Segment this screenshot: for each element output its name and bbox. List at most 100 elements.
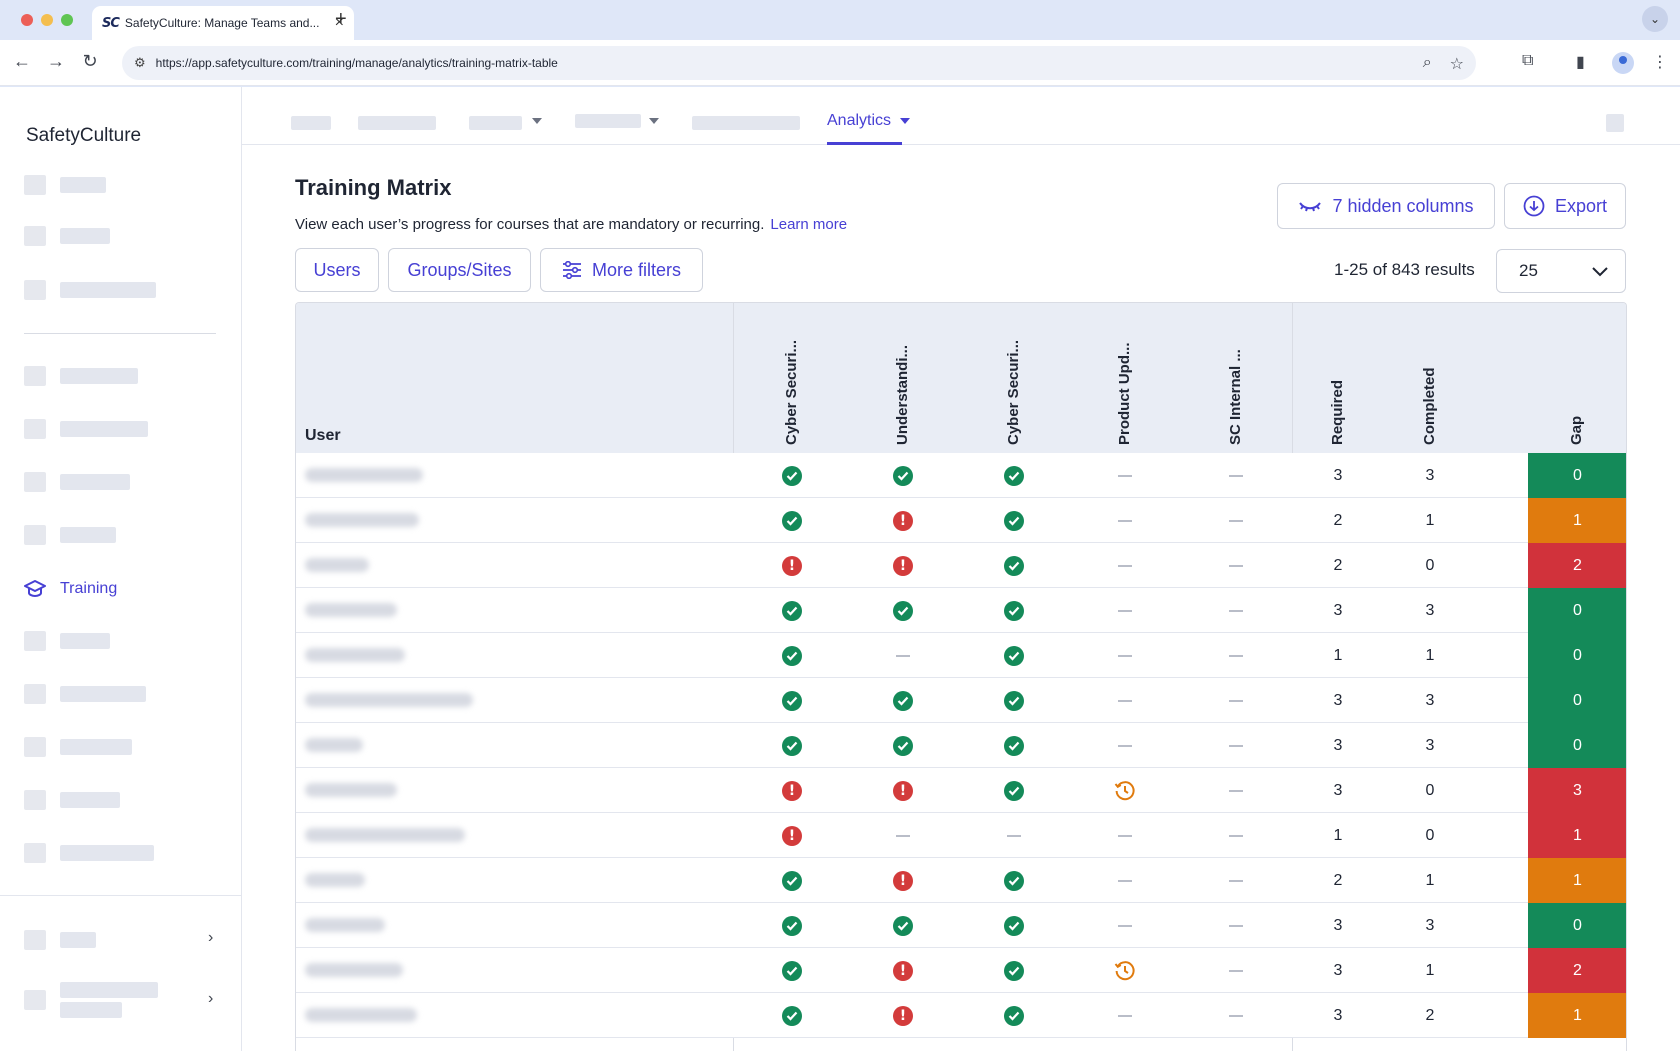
tab-item[interactable] [358, 116, 436, 130]
course-status-cell[interactable] [772, 633, 812, 678]
course-status-cell[interactable] [883, 453, 923, 498]
learn-more-link[interactable]: Learn more [770, 216, 848, 233]
sidebar-item[interactable] [24, 174, 106, 196]
side-panel-icon[interactable]: ▮ [1576, 54, 1585, 71]
user-name-redacted[interactable] [305, 468, 423, 482]
course-status-cell[interactable]: ! [772, 813, 812, 858]
user-name-redacted[interactable] [305, 693, 473, 707]
sidebar-item[interactable] [24, 630, 110, 652]
course-status-cell[interactable] [772, 453, 812, 498]
course-status-cell[interactable] [772, 723, 812, 768]
user-name-redacted[interactable] [305, 603, 397, 617]
course-status-cell[interactable] [994, 768, 1034, 813]
column-header-user[interactable]: User [305, 427, 341, 444]
course-status-cell[interactable]: ! [883, 543, 923, 588]
table-row[interactable]: ! 3 2 1 [296, 993, 1626, 1038]
course-status-cell[interactable] [883, 723, 923, 768]
user-name-redacted[interactable] [305, 873, 365, 887]
table-row[interactable]: ! 2 1 1 [296, 858, 1626, 903]
zoom-icon[interactable]: ⌕ [1422, 54, 1432, 71]
course-status-cell[interactable] [994, 543, 1034, 588]
user-name-redacted[interactable] [305, 918, 385, 932]
site-settings-icon[interactable]: ⚙ [134, 55, 146, 70]
course-status-cell[interactable] [883, 678, 923, 723]
new-tab-icon[interactable]: + [335, 8, 347, 30]
tab-search-chevron-icon[interactable]: ⌄ [1642, 6, 1668, 32]
course-status-cell[interactable] [994, 633, 1034, 678]
forward-icon[interactable]: → [47, 51, 65, 71]
column-header-course[interactable]: Product Upd... [1115, 305, 1135, 446]
address-bar[interactable]: ⚙ https://app.safetyculture.com/training… [122, 46, 1476, 80]
table-row[interactable]: 3 3 0 [296, 903, 1626, 948]
user-name-redacted[interactable] [305, 558, 369, 572]
table-row[interactable]: !! 2 0 2 [296, 543, 1626, 588]
window-close-button[interactable] [21, 14, 33, 26]
course-status-cell[interactable] [772, 498, 812, 543]
bookmark-star-icon[interactable]: ☆ [1449, 56, 1464, 73]
sidebar-item[interactable] [24, 418, 148, 440]
column-header-required[interactable]: Required [1328, 305, 1348, 445]
course-status-cell[interactable] [883, 588, 923, 633]
close-tab-icon[interactable]: × [334, 14, 344, 31]
course-status-cell[interactable] [772, 678, 812, 723]
table-row[interactable]: ! 2 1 1 [296, 498, 1626, 543]
course-status-cell[interactable]: ! [883, 768, 923, 813]
sidebar-item-profile[interactable] [24, 982, 158, 1018]
column-header-gap[interactable]: Gap [1567, 305, 1587, 445]
tab-item[interactable] [291, 116, 331, 130]
table-row[interactable]: 1 1 0 [296, 633, 1626, 678]
user-name-redacted[interactable] [305, 648, 405, 662]
help-icon[interactable] [1606, 114, 1624, 132]
sidebar-item[interactable] [24, 842, 154, 864]
sidebar-item[interactable] [24, 524, 116, 546]
table-row[interactable]: !! 3 0 3 [296, 768, 1626, 813]
hidden-columns-button[interactable]: 7 hidden columns [1277, 183, 1495, 229]
course-status-cell[interactable]: ! [772, 543, 812, 588]
browser-tab[interactable]: SC SafetyCulture: Manage Teams and... × [92, 6, 354, 40]
course-status-cell[interactable]: ! [883, 948, 923, 993]
course-status-cell[interactable] [994, 588, 1034, 633]
tab-analytics[interactable]: Analytics [827, 112, 911, 130]
profile-avatar[interactable] [1612, 52, 1634, 74]
course-status-cell[interactable] [1105, 948, 1145, 993]
reload-icon[interactable]: ↻ [82, 51, 98, 71]
course-status-cell[interactable] [994, 903, 1034, 948]
chevron-right-icon[interactable]: › [208, 990, 214, 1007]
course-status-cell[interactable] [883, 903, 923, 948]
table-row[interactable]: 3 3 0 [296, 723, 1626, 768]
course-status-cell[interactable] [772, 903, 812, 948]
course-status-cell[interactable] [772, 858, 812, 903]
page-size-select[interactable]: 25 [1496, 249, 1626, 293]
user-name-redacted[interactable] [305, 963, 403, 977]
course-status-cell[interactable] [772, 948, 812, 993]
sidebar-item[interactable] [24, 279, 156, 301]
table-row[interactable]: ! 3 1 2 [296, 948, 1626, 993]
course-status-cell[interactable] [772, 993, 812, 1038]
chevron-right-icon[interactable]: › [208, 929, 214, 946]
table-row[interactable]: 3 3 0 [296, 588, 1626, 633]
course-status-cell[interactable] [994, 948, 1034, 993]
column-header-completed[interactable]: Completed [1420, 305, 1440, 445]
back-icon[interactable]: ← [13, 51, 31, 71]
more-filters-button[interactable]: More filters [540, 248, 703, 292]
user-name-redacted[interactable] [305, 1008, 417, 1022]
course-status-cell[interactable] [994, 453, 1034, 498]
column-header-course[interactable]: Cyber Securi... [782, 305, 802, 445]
column-header-course[interactable]: Understandi... [893, 305, 913, 445]
column-header-course[interactable]: Cyber Securi... [1004, 305, 1024, 445]
tab-item[interactable] [575, 114, 641, 128]
sidebar-item-training[interactable]: Training [24, 579, 117, 599]
course-status-cell[interactable]: ! [883, 498, 923, 543]
course-status-cell[interactable]: ! [883, 993, 923, 1038]
table-row[interactable]: ! 1 0 1 [296, 813, 1626, 858]
course-status-cell[interactable] [994, 858, 1034, 903]
tab-item[interactable] [692, 116, 800, 130]
user-name-redacted[interactable] [305, 783, 397, 797]
sidebar-item-account[interactable] [24, 929, 96, 951]
tab-item[interactable] [469, 116, 522, 130]
sidebar-item[interactable] [24, 736, 132, 758]
sidebar-item[interactable] [24, 789, 120, 811]
course-status-cell[interactable] [994, 678, 1034, 723]
course-status-cell[interactable]: ! [883, 858, 923, 903]
sidebar-item[interactable] [24, 471, 130, 493]
